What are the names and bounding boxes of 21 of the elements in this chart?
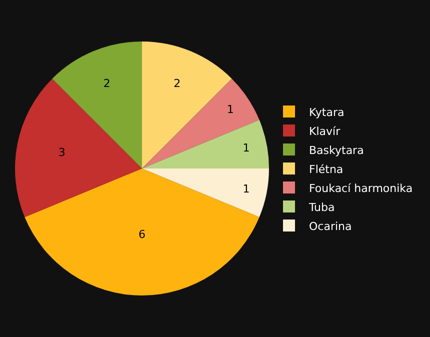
- pie-slice: [24, 168, 260, 296]
- pie-slice: [52, 42, 142, 168]
- data-label: 2: [174, 77, 181, 90]
- data-label: 6: [138, 228, 146, 242]
- data-label: 1: [226, 102, 234, 116]
- pie-slice: [15, 78, 142, 218]
- legend-label: Kytara: [309, 106, 344, 119]
- legend-label: Foukací harmonika: [309, 182, 413, 195]
- pie-slice: [142, 168, 269, 218]
- data-label: 3: [58, 146, 66, 160]
- pie-slice: [142, 78, 260, 168]
- data-label: 1: [242, 141, 250, 154]
- legend-label: Flétna: [309, 162, 344, 176]
- legend-label: Klavír: [309, 124, 341, 138]
- pie-slice: [142, 42, 232, 168]
- data-label: 1: [242, 182, 250, 196]
- legend-label: Ocarina: [309, 220, 352, 233]
- legend-label: Tuba: [308, 200, 335, 214]
- legend-label: Baskytara: [309, 144, 364, 157]
- pie-slice: [142, 120, 269, 168]
- data-label: 2: [103, 77, 110, 90]
